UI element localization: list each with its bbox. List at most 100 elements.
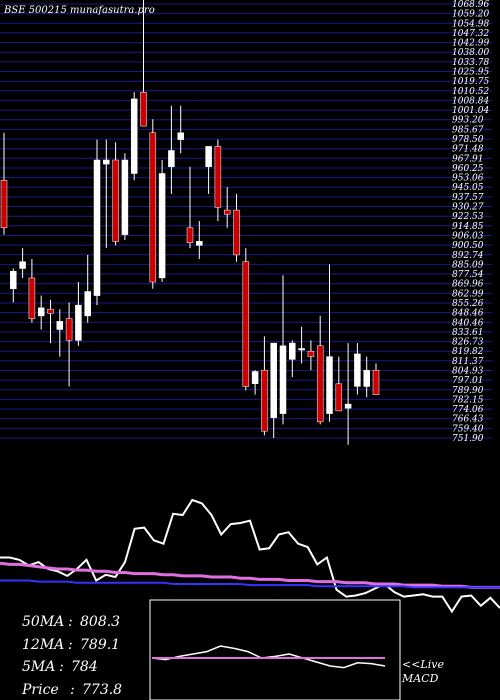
y-tick-label: 906.03 <box>452 232 484 242</box>
y-tick-label: 804.93 <box>452 367 484 377</box>
y-tick-label: 1047.32 <box>452 29 489 39</box>
y-tick-label: 960.25 <box>452 164 484 174</box>
ma-sep-50: : <box>68 614 73 630</box>
candle-body-up <box>121 159 129 235</box>
macd-label: <<Live MACD <box>401 658 447 685</box>
price-line <box>0 498 500 614</box>
candle-body-up <box>19 261 26 269</box>
candle-body-down <box>233 209 240 256</box>
ma-summary-panel: 50MA : 808.3 12MA : 789.1 5MA : 784 Pric… <box>21 614 122 698</box>
y-tick-label: 848.46 <box>452 309 484 319</box>
candle-body-down <box>261 369 268 432</box>
y-tick-label: 819.82 <box>452 347 484 357</box>
ma-sep-5: : <box>59 659 64 675</box>
y-tick-label: 833.61 <box>452 328 484 338</box>
y-tick-label: 1068.96 <box>452 0 489 10</box>
y-tick-label: 1001.04 <box>452 106 489 116</box>
y-tick-label: 877.54 <box>452 270 484 280</box>
candle-body-up <box>363 369 370 387</box>
candle-body-down <box>316 345 324 423</box>
candle-body-down <box>0 180 8 229</box>
y-tick-label: 945.05 <box>452 183 484 193</box>
candle-body-up <box>298 348 305 351</box>
ma-line-pink <box>0 561 500 589</box>
candle-body-up <box>205 146 212 167</box>
candle-body-down <box>214 146 222 208</box>
y-tick-label: 1019.75 <box>452 77 489 87</box>
macd-label-line-1: <<Live <box>402 658 444 671</box>
candle-body-up <box>279 345 287 414</box>
y-tick-label: 759.40 <box>452 424 484 434</box>
y-tick-label: 855.26 <box>452 299 484 309</box>
candle-body-down <box>335 383 343 412</box>
y-tick-label: 993.20 <box>452 116 484 126</box>
y-tick-label: 937.57 <box>452 193 484 203</box>
candle-body-up <box>168 150 175 168</box>
ma-value-50: 808.3 <box>80 614 120 630</box>
candle-body-up <box>75 304 82 341</box>
candle-body-up <box>158 173 166 279</box>
y-tick-label: 1008.84 <box>452 96 489 106</box>
candle-body-up <box>251 371 259 384</box>
ma-line-blue <box>0 579 500 589</box>
ma-value-12: 789.1 <box>80 637 120 653</box>
y-tick-label: 751.90 <box>452 434 484 444</box>
macd-lines <box>151 645 386 669</box>
y-tick-label: 1042.99 <box>452 39 489 49</box>
moving-average-lines <box>0 498 500 614</box>
y-tick-label: 985.67 <box>452 125 484 135</box>
candle-body-up <box>93 159 101 296</box>
candle-body-up <box>10 270 17 290</box>
y-tick-label: 1010.52 <box>452 87 489 97</box>
y-tick-label: 840.46 <box>452 318 484 328</box>
candle-body-up <box>103 159 110 165</box>
y-axis-tick-labels: 1068.961059.201054.981047.321042.991038.… <box>452 0 489 444</box>
candle-body-down <box>112 159 119 242</box>
ma-label-5: 5MA <box>22 659 55 675</box>
candle-body-up <box>354 353 361 387</box>
y-tick-label: 922.53 <box>452 212 484 222</box>
candle-body-down <box>65 318 73 341</box>
macd-panel-frame <box>149 599 401 700</box>
ma-label-12: 12MA <box>22 637 64 653</box>
candle-body-up <box>289 342 296 360</box>
candle-body-down <box>47 308 54 314</box>
y-tick-label: 930.27 <box>452 203 484 213</box>
candle-body-down <box>307 350 315 357</box>
chart-title: BSE 500215 munafasutra.pro <box>3 5 155 16</box>
candle-body-down <box>223 209 231 215</box>
y-tick-label: 774.06 <box>452 405 484 415</box>
y-tick-label: 789.90 <box>452 386 484 396</box>
candle-body-up <box>130 98 138 174</box>
y-tick-label: 1059.20 <box>452 10 489 20</box>
y-tick-label: 885.09 <box>452 260 484 270</box>
y-tick-label: 971.48 <box>452 145 484 155</box>
price-sep: : <box>70 682 75 698</box>
candle-body-up <box>177 132 184 140</box>
ma-sep-12: : <box>68 637 73 653</box>
y-tick-label: 900.50 <box>452 241 484 251</box>
candle-body-up <box>37 307 45 317</box>
candle-body-up <box>344 403 352 409</box>
candle-body-up <box>326 356 333 414</box>
price-label: Price <box>21 682 59 698</box>
candle-body-down <box>140 91 147 127</box>
candle-body-down <box>186 227 194 243</box>
price-value: 773.8 <box>82 682 122 698</box>
candle-body-up <box>270 342 277 418</box>
y-tick-label: 1038.00 <box>452 48 489 58</box>
y-tick-label: 967.91 <box>452 154 484 164</box>
candle-body-down <box>372 369 380 395</box>
y-tick-label: 914.85 <box>452 222 484 232</box>
y-tick-label: 766.43 <box>452 415 484 425</box>
candle-body-down <box>242 261 250 387</box>
macd-label-line-2: MACD <box>401 672 439 685</box>
price-gridlines <box>0 3 492 439</box>
y-tick-label: 1054.98 <box>452 19 489 29</box>
ma-value-5: 784 <box>71 659 98 675</box>
y-tick-label: 892.74 <box>452 251 484 261</box>
y-tick-label: 978.50 <box>452 135 484 145</box>
candle-body-up <box>56 321 64 330</box>
y-tick-label: 782.15 <box>452 395 484 405</box>
